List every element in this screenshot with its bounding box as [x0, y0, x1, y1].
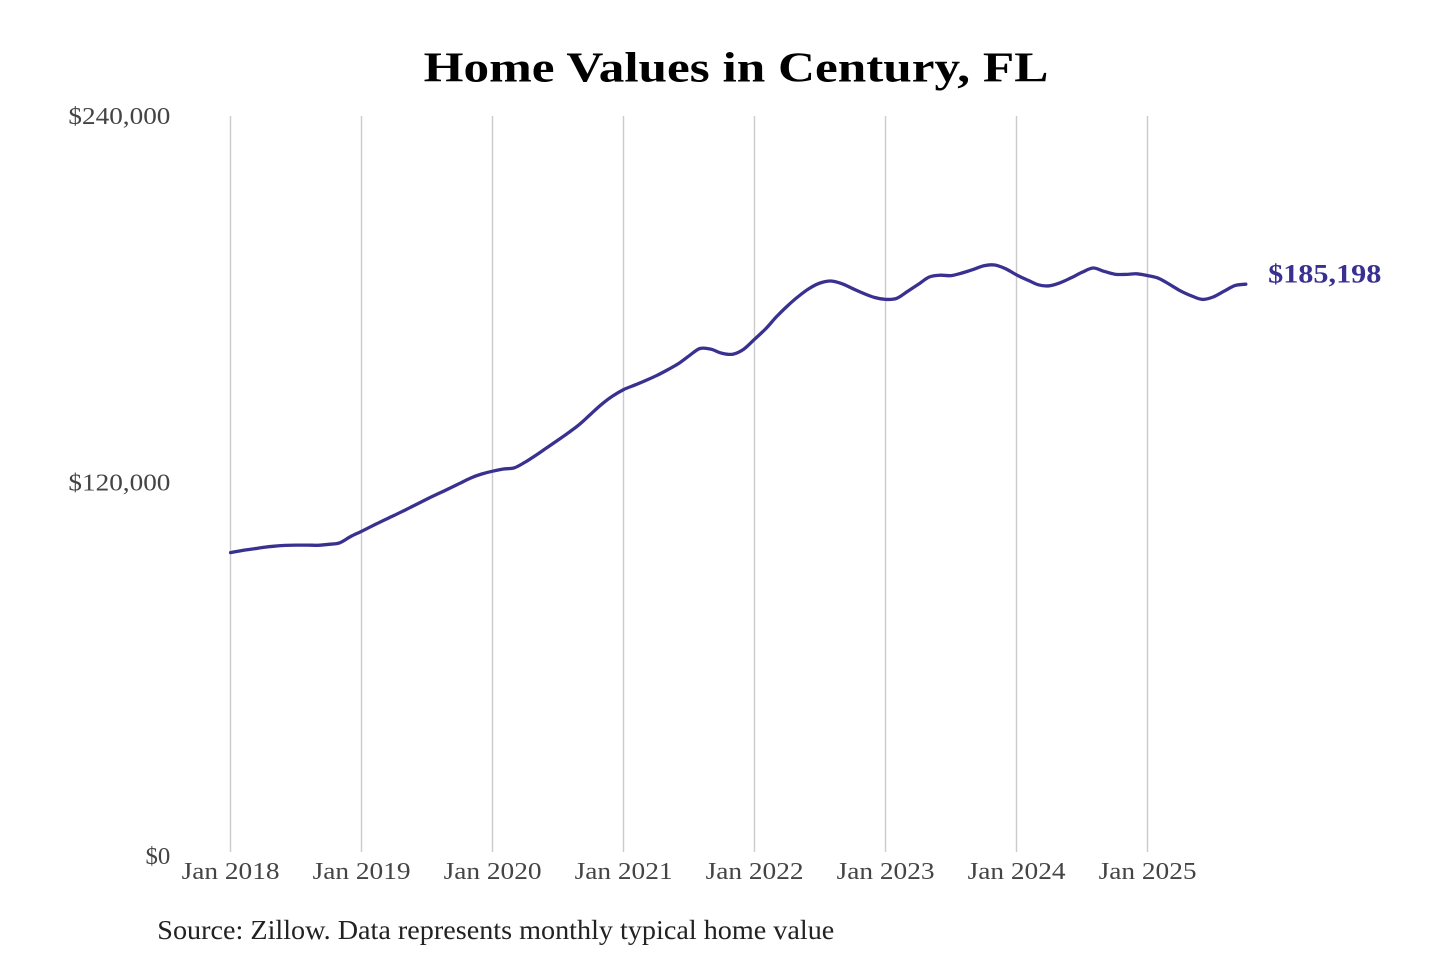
svg-text:Jan 2020: Jan 2020	[444, 859, 542, 885]
svg-text:Source: Zillow. Data represent: Source: Zillow. Data represents monthly …	[157, 915, 834, 945]
svg-text:Jan 2019: Jan 2019	[313, 859, 411, 885]
svg-text:$0: $0	[146, 844, 171, 870]
svg-text:Jan 2025: Jan 2025	[1099, 859, 1197, 885]
svg-text:Home Values in Century, FL: Home Values in Century, FL	[424, 46, 1049, 92]
svg-text:$185,198: $185,198	[1268, 259, 1381, 288]
svg-text:$240,000: $240,000	[68, 104, 170, 130]
svg-text:Jan 2024: Jan 2024	[968, 859, 1066, 885]
svg-text:Jan 2022: Jan 2022	[706, 859, 804, 885]
svg-text:Jan 2018: Jan 2018	[182, 859, 280, 885]
svg-text:Jan 2021: Jan 2021	[575, 859, 673, 885]
svg-text:$120,000: $120,000	[68, 471, 170, 497]
svg-text:Jan 2023: Jan 2023	[837, 859, 935, 885]
